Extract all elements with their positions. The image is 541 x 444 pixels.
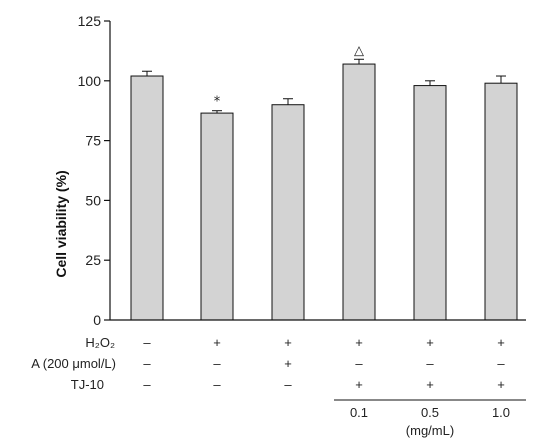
bar xyxy=(342,63,376,321)
condition-label: H₂O₂ xyxy=(85,335,115,350)
significance-marker: * xyxy=(214,95,221,110)
concentration-label: 0.5 xyxy=(421,405,439,420)
condition-sign: – xyxy=(143,335,151,350)
condition-sign: – xyxy=(497,356,505,371)
y-tick-label: 75 xyxy=(85,133,101,149)
condition-sign: – xyxy=(355,356,363,371)
condition-sign: + xyxy=(355,335,363,350)
y-axis-title: Cell viability (%) xyxy=(53,170,69,277)
condition-sign: – xyxy=(143,377,151,392)
condition-sign: + xyxy=(284,356,292,371)
condition-sign: – xyxy=(284,377,292,392)
bar xyxy=(271,104,305,321)
treatment-table: H₂O₂ – + + + + + A (200 μmol/L) – – + – – – TJ-10 – – – + +… xyxy=(31,335,526,438)
y-tick-label: 25 xyxy=(85,252,101,268)
condition-sign: – xyxy=(426,356,434,371)
condition-sign: + xyxy=(213,335,221,350)
condition-sign: – xyxy=(213,377,221,392)
concentration-unit: (mg/mL) xyxy=(406,423,454,438)
y-axis: 0 25 50 75 100 125 xyxy=(78,13,111,328)
condition-sign: + xyxy=(497,335,505,350)
condition-label: A (200 μmol/L) xyxy=(31,356,116,371)
bars-group: *△ xyxy=(130,43,518,321)
bar xyxy=(130,75,164,321)
condition-sign: + xyxy=(426,377,434,392)
condition-label: TJ-10 xyxy=(71,377,104,392)
condition-sign: + xyxy=(284,335,292,350)
bar xyxy=(484,82,518,321)
condition-sign: + xyxy=(426,335,434,350)
y-tick-label: 0 xyxy=(93,312,101,328)
bar xyxy=(200,112,234,321)
y-tick-label: 50 xyxy=(85,192,101,208)
condition-sign: + xyxy=(355,377,363,392)
condition-sign: – xyxy=(143,356,151,371)
significance-marker: △ xyxy=(354,43,364,58)
condition-sign: + xyxy=(497,377,505,392)
condition-sign: – xyxy=(213,356,221,371)
y-tick-label: 125 xyxy=(78,13,102,29)
y-tick-label: 100 xyxy=(78,73,102,89)
concentration-label: 1.0 xyxy=(492,405,510,420)
bar xyxy=(413,85,447,321)
concentration-label: 0.1 xyxy=(350,405,368,420)
